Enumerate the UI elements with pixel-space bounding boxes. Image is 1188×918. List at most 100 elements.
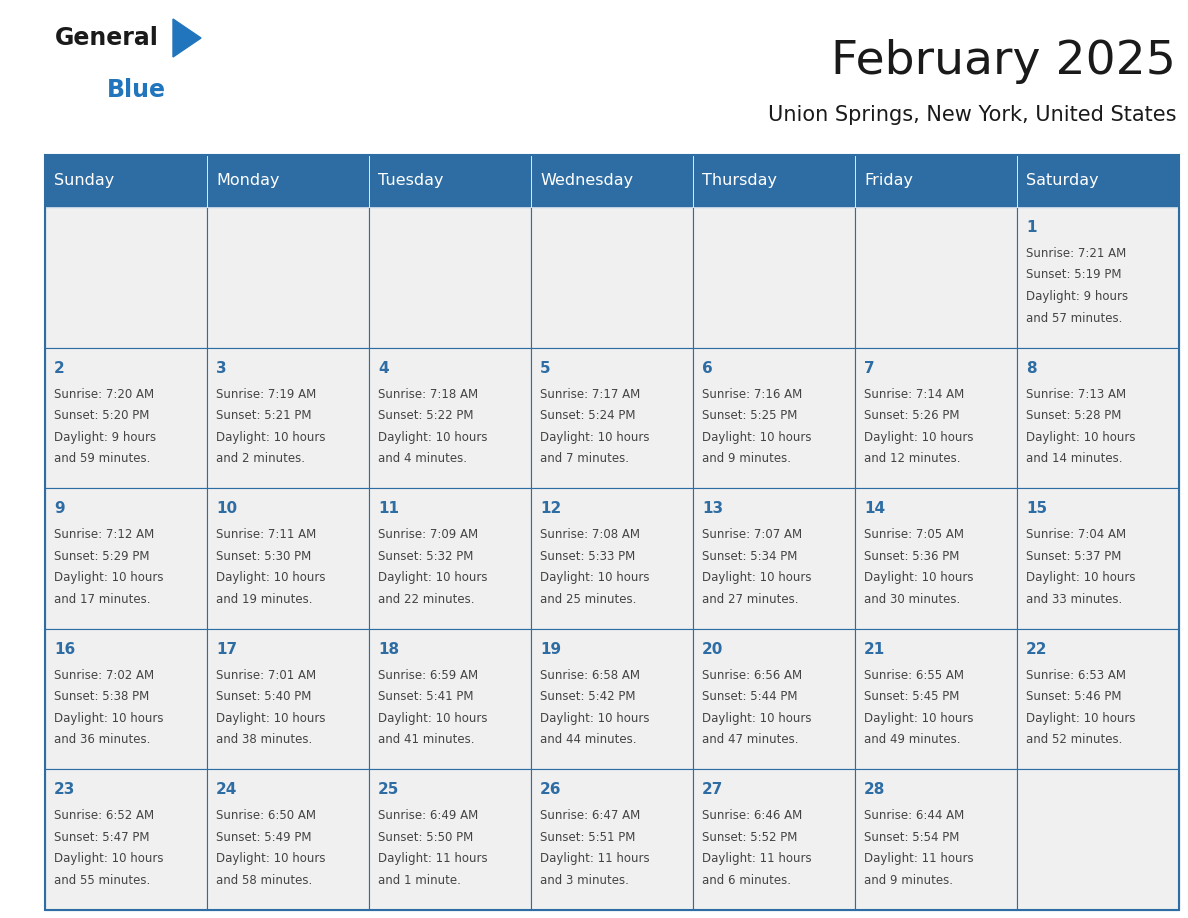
Bar — [531, 207, 693, 348]
Text: Daylight: 10 hours: Daylight: 10 hours — [216, 711, 326, 725]
Text: and 38 minutes.: and 38 minutes. — [216, 733, 312, 746]
Text: Daylight: 9 hours: Daylight: 9 hours — [1026, 290, 1129, 303]
Polygon shape — [173, 19, 201, 57]
Text: 4: 4 — [378, 361, 388, 375]
Bar — [369, 769, 531, 910]
Text: and 3 minutes.: and 3 minutes. — [541, 874, 628, 887]
Text: and 12 minutes.: and 12 minutes. — [864, 452, 961, 465]
Text: Sunset: 5:25 PM: Sunset: 5:25 PM — [702, 409, 797, 422]
Text: and 57 minutes.: and 57 minutes. — [1026, 311, 1123, 324]
Bar — [45, 348, 207, 488]
Text: Daylight: 10 hours: Daylight: 10 hours — [378, 711, 487, 725]
Bar — [855, 769, 1017, 910]
Text: and 36 minutes.: and 36 minutes. — [53, 733, 151, 746]
Bar — [369, 348, 531, 488]
Text: Sunrise: 6:56 AM: Sunrise: 6:56 AM — [702, 669, 802, 682]
Text: and 41 minutes.: and 41 minutes. — [378, 733, 474, 746]
Text: Sunrise: 7:12 AM: Sunrise: 7:12 AM — [53, 528, 154, 542]
Text: and 30 minutes.: and 30 minutes. — [864, 593, 960, 606]
Text: 23: 23 — [53, 782, 75, 798]
Text: and 1 minute.: and 1 minute. — [378, 874, 461, 887]
Text: and 14 minutes.: and 14 minutes. — [1026, 452, 1123, 465]
Text: Daylight: 10 hours: Daylight: 10 hours — [864, 711, 973, 725]
Text: Daylight: 10 hours: Daylight: 10 hours — [53, 711, 164, 725]
Text: Daylight: 10 hours: Daylight: 10 hours — [53, 853, 164, 866]
Text: 6: 6 — [702, 361, 713, 375]
Bar — [1017, 207, 1178, 348]
Text: Sunset: 5:42 PM: Sunset: 5:42 PM — [541, 690, 636, 703]
Text: and 44 minutes.: and 44 minutes. — [541, 733, 637, 746]
Text: Daylight: 10 hours: Daylight: 10 hours — [1026, 431, 1136, 443]
Text: Sunrise: 7:19 AM: Sunrise: 7:19 AM — [216, 387, 316, 400]
Text: Daylight: 10 hours: Daylight: 10 hours — [541, 711, 650, 725]
Text: 10: 10 — [216, 501, 238, 516]
Bar — [855, 348, 1017, 488]
Bar — [693, 488, 855, 629]
Text: Daylight: 10 hours: Daylight: 10 hours — [216, 571, 326, 584]
Text: Daylight: 11 hours: Daylight: 11 hours — [702, 853, 811, 866]
Text: Sunrise: 7:01 AM: Sunrise: 7:01 AM — [216, 669, 316, 682]
Text: 24: 24 — [216, 782, 238, 798]
Text: Thursday: Thursday — [702, 174, 777, 188]
Bar — [207, 629, 369, 769]
Text: Sunrise: 6:59 AM: Sunrise: 6:59 AM — [378, 669, 478, 682]
Bar — [1017, 155, 1178, 207]
Text: Sunrise: 7:08 AM: Sunrise: 7:08 AM — [541, 528, 640, 542]
Text: Sunset: 5:51 PM: Sunset: 5:51 PM — [541, 831, 636, 844]
Text: Daylight: 10 hours: Daylight: 10 hours — [702, 431, 811, 443]
Text: Sunrise: 7:02 AM: Sunrise: 7:02 AM — [53, 669, 154, 682]
Text: Sunset: 5:52 PM: Sunset: 5:52 PM — [702, 831, 797, 844]
Text: and 4 minutes.: and 4 minutes. — [378, 452, 467, 465]
Text: Sunrise: 6:47 AM: Sunrise: 6:47 AM — [541, 810, 640, 823]
Text: Daylight: 10 hours: Daylight: 10 hours — [378, 431, 487, 443]
Text: 11: 11 — [378, 501, 399, 516]
Bar — [693, 769, 855, 910]
Text: Sunset: 5:19 PM: Sunset: 5:19 PM — [1026, 268, 1121, 282]
Bar — [531, 155, 693, 207]
Text: Sunset: 5:41 PM: Sunset: 5:41 PM — [378, 690, 474, 703]
Text: Sunset: 5:32 PM: Sunset: 5:32 PM — [378, 550, 473, 563]
Text: Sunrise: 7:14 AM: Sunrise: 7:14 AM — [864, 387, 965, 400]
Text: Daylight: 10 hours: Daylight: 10 hours — [1026, 711, 1136, 725]
Text: and 2 minutes.: and 2 minutes. — [216, 452, 305, 465]
Bar — [207, 207, 369, 348]
Text: and 59 minutes.: and 59 minutes. — [53, 452, 151, 465]
Bar — [693, 155, 855, 207]
Bar — [855, 629, 1017, 769]
Bar — [45, 488, 207, 629]
Text: 19: 19 — [541, 642, 561, 656]
Text: Sunrise: 7:16 AM: Sunrise: 7:16 AM — [702, 387, 802, 400]
Text: 13: 13 — [702, 501, 723, 516]
Text: Sunrise: 6:52 AM: Sunrise: 6:52 AM — [53, 810, 154, 823]
Text: Daylight: 11 hours: Daylight: 11 hours — [864, 853, 974, 866]
Text: Daylight: 10 hours: Daylight: 10 hours — [216, 853, 326, 866]
Text: and 9 minutes.: and 9 minutes. — [864, 874, 953, 887]
Bar — [45, 155, 1178, 910]
Text: Blue: Blue — [107, 78, 166, 102]
Bar — [207, 769, 369, 910]
Text: Sunrise: 7:20 AM: Sunrise: 7:20 AM — [53, 387, 154, 400]
Text: Sunrise: 6:53 AM: Sunrise: 6:53 AM — [1026, 669, 1126, 682]
Text: 16: 16 — [53, 642, 75, 656]
Text: 21: 21 — [864, 642, 885, 656]
Text: Daylight: 10 hours: Daylight: 10 hours — [216, 431, 326, 443]
Text: Daylight: 9 hours: Daylight: 9 hours — [53, 431, 156, 443]
Bar — [855, 155, 1017, 207]
Text: Sunset: 5:22 PM: Sunset: 5:22 PM — [378, 409, 474, 422]
Text: Sunrise: 7:07 AM: Sunrise: 7:07 AM — [702, 528, 802, 542]
Text: Tuesday: Tuesday — [378, 174, 443, 188]
Bar — [531, 769, 693, 910]
Text: 9: 9 — [53, 501, 64, 516]
Bar — [855, 488, 1017, 629]
Text: Daylight: 10 hours: Daylight: 10 hours — [864, 571, 973, 584]
Text: Sunset: 5:30 PM: Sunset: 5:30 PM — [216, 550, 311, 563]
Bar — [207, 155, 369, 207]
Text: Daylight: 11 hours: Daylight: 11 hours — [541, 853, 650, 866]
Bar — [531, 629, 693, 769]
Text: Sunrise: 6:50 AM: Sunrise: 6:50 AM — [216, 810, 316, 823]
Text: Sunset: 5:33 PM: Sunset: 5:33 PM — [541, 550, 636, 563]
Text: 12: 12 — [541, 501, 561, 516]
Text: Union Springs, New York, United States: Union Springs, New York, United States — [767, 105, 1176, 125]
Text: and 7 minutes.: and 7 minutes. — [541, 452, 628, 465]
Text: Sunrise: 7:05 AM: Sunrise: 7:05 AM — [864, 528, 963, 542]
